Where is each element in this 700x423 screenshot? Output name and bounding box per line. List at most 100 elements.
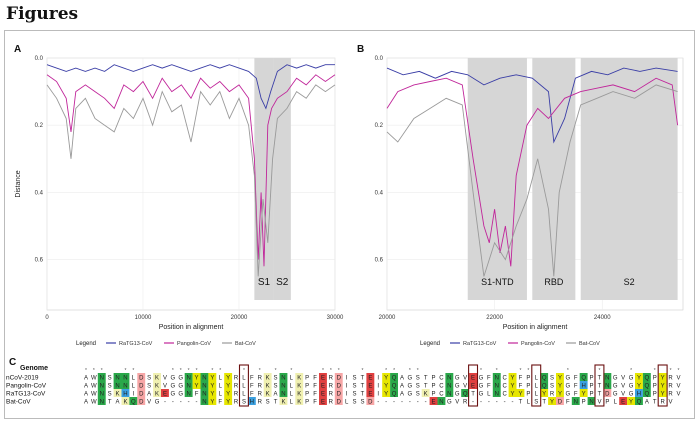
residue: D — [139, 376, 144, 382]
legend-item: Pangolin-CoV — [521, 341, 555, 347]
residue: L — [290, 392, 294, 398]
residue: - — [164, 400, 166, 406]
residue: F — [250, 384, 254, 390]
residue-cell — [224, 389, 233, 397]
residue: G — [155, 400, 160, 406]
panel-label: C — [9, 357, 16, 368]
residue: F — [574, 376, 578, 382]
residue: W — [91, 376, 97, 382]
residue: K — [297, 384, 301, 390]
region-label: S2 — [624, 277, 635, 287]
residue: Y — [226, 392, 230, 398]
residue-cell — [556, 397, 564, 405]
residue: L — [290, 400, 294, 406]
residue: K — [116, 392, 120, 398]
x-tick-label: 20000 — [231, 315, 248, 321]
residue-cell — [184, 381, 193, 389]
residue: Q — [131, 400, 136, 406]
residue: P — [653, 384, 657, 390]
y-tick-label: 0.0 — [35, 56, 44, 62]
residue-cell — [137, 381, 146, 389]
residue: G — [408, 376, 413, 382]
residue: S — [360, 400, 364, 406]
conservation-star: * — [290, 368, 292, 374]
residue: - — [188, 400, 190, 406]
residue: C — [439, 376, 444, 382]
residue: R — [463, 400, 468, 406]
residue: G — [171, 384, 176, 390]
residue: G — [171, 376, 176, 382]
residue-cell — [319, 381, 327, 389]
y-tick-label: 0.6 — [35, 258, 44, 264]
residue: P — [432, 384, 436, 390]
residue: H — [123, 392, 127, 398]
residue: N — [123, 384, 127, 390]
residue: R — [234, 392, 239, 398]
residue: C — [502, 392, 507, 398]
residue: G — [178, 376, 183, 382]
residue: S — [550, 384, 554, 390]
highlight-box — [468, 364, 479, 407]
residue: S — [108, 384, 112, 390]
residue: W — [91, 392, 97, 398]
residue-cell — [492, 373, 501, 381]
residue: Q — [392, 376, 397, 382]
residue: S — [353, 400, 357, 406]
residue-cell — [635, 381, 643, 389]
residue: D — [337, 392, 342, 398]
residue: - — [512, 400, 514, 406]
residue: R — [258, 400, 263, 406]
alignment-row-label: nCoV-2019 — [6, 375, 39, 382]
residue: F — [218, 400, 222, 406]
residue: F — [566, 400, 570, 406]
residue: Q — [392, 384, 397, 390]
conservation-star: * — [393, 368, 395, 374]
residue: N — [605, 376, 609, 382]
residue: - — [504, 400, 506, 406]
residue-cell — [445, 389, 454, 397]
highlight-box — [238, 364, 249, 407]
residue-cell — [658, 373, 667, 381]
residue: P — [653, 376, 657, 382]
residue-cell — [366, 373, 375, 381]
x-axis-label: Position in alignment — [159, 324, 224, 331]
plot-area-A — [46, 57, 336, 311]
residue: C — [502, 376, 507, 382]
residue-cell — [295, 397, 304, 405]
conservation-star: * — [85, 368, 87, 374]
residue: K — [297, 376, 301, 382]
residue: F — [519, 376, 523, 382]
series-line-bat-cov — [386, 84, 678, 277]
residue: F — [313, 392, 317, 398]
residue: D — [605, 392, 610, 398]
residue: S — [416, 376, 420, 382]
residue-cell — [113, 389, 122, 397]
residue: R — [329, 392, 334, 398]
residue: R — [668, 384, 673, 390]
residue: N — [574, 400, 578, 406]
residue: P — [526, 376, 530, 382]
residue: Y — [195, 384, 199, 390]
residue: F — [574, 392, 578, 398]
y-tick-label: 0.0 — [375, 56, 384, 62]
residue: S — [274, 384, 278, 390]
x-tick-label: 0 — [45, 315, 49, 321]
residue: L — [527, 400, 531, 406]
conservation-star: * — [480, 368, 482, 374]
conservation-star: * — [196, 368, 198, 374]
residue-cell — [129, 397, 138, 405]
residue: Y — [384, 384, 388, 390]
residue: N — [281, 392, 285, 398]
legend-item: Bat-CoV — [235, 341, 256, 347]
residue: D — [337, 400, 342, 406]
residue: T — [471, 392, 475, 398]
region-rbd — [532, 58, 576, 300]
residue-cell — [200, 381, 209, 389]
residue-cell — [556, 381, 564, 389]
residue: P — [305, 384, 309, 390]
residue-cell — [579, 381, 588, 389]
residue: K — [123, 400, 127, 406]
residue: R — [258, 376, 263, 382]
residue: Y — [518, 392, 522, 398]
